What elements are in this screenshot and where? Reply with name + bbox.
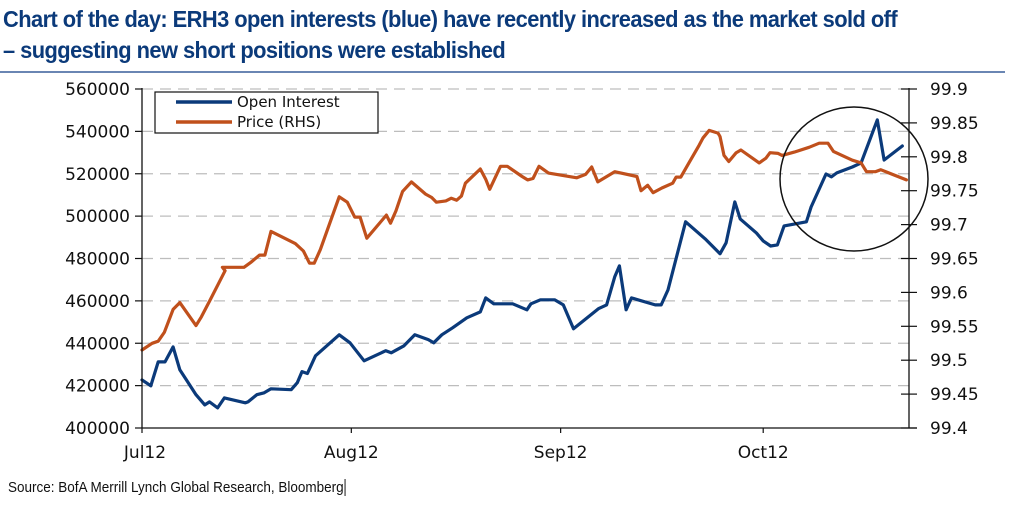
legend: Open Interest Price (RHS) [154, 91, 379, 134]
left-y-tick-label: 420000 [65, 377, 130, 397]
left-y-tick-label: 540000 [65, 122, 130, 142]
chart-title-line-1: Chart of the day: ERH3 open interests (b… [3, 6, 898, 32]
right-y-tick-label: 99.45 [930, 385, 979, 405]
left-y-tick-label: 400000 [65, 419, 130, 439]
open-interest-line [140, 118, 904, 410]
highlight-circle-annotation [779, 106, 929, 252]
right-y-tick-label: 99.6 [930, 283, 968, 303]
source-note: Source: BofA Merrill Lynch Global Resear… [8, 479, 346, 496]
x-tick-label: Aug12 [324, 443, 379, 463]
right-y-tick-label: 99.5 [930, 351, 968, 371]
chart-title-line-2: – suggesting new short positions were es… [3, 37, 506, 63]
right-y-tick-label: 99.9 [930, 80, 968, 100]
legend-label-open-interest: Open Interest [237, 93, 340, 111]
x-axis: Jul12 Aug12 Sep12 Oct12 [123, 428, 789, 463]
right-y-tick-label: 99.55 [930, 317, 979, 337]
x-tick-label: Oct12 [738, 443, 789, 463]
right-y-tick-label: 99.75 [930, 182, 979, 202]
right-y-axis: 99.4 99.45 99.5 99.55 99.6 99.65 99.7 99.75 99.8… [901, 80, 979, 439]
legend-label-price: Price (RHS) [237, 113, 321, 131]
left-y-tick-label: 440000 [65, 334, 130, 354]
right-y-tick-label: 99.4 [930, 419, 968, 439]
right-y-tick-label: 99.8 [930, 148, 968, 168]
right-y-tick-label: 99.7 [930, 216, 968, 236]
left-y-axis: 400000 420000 440000 460000 480000 500000 5200… [65, 80, 142, 439]
right-y-tick-label: 99.65 [930, 250, 979, 270]
legend-box [154, 91, 379, 134]
x-tick-label: Jul12 [123, 443, 166, 463]
title-underline [0, 71, 1005, 73]
left-y-tick-label: 560000 [65, 80, 130, 100]
left-y-tick-label: 480000 [65, 250, 130, 270]
series-lines [140, 118, 909, 410]
left-y-tick-label: 500000 [65, 207, 130, 227]
x-tick-label: Sep12 [534, 443, 588, 463]
price-line [140, 128, 909, 352]
left-y-tick-label: 520000 [65, 165, 130, 185]
left-y-tick-label: 460000 [65, 292, 130, 312]
right-y-tick-label: 99.85 [930, 114, 979, 134]
chart-title: Chart of the day: ERH3 open interests (b… [3, 4, 942, 66]
